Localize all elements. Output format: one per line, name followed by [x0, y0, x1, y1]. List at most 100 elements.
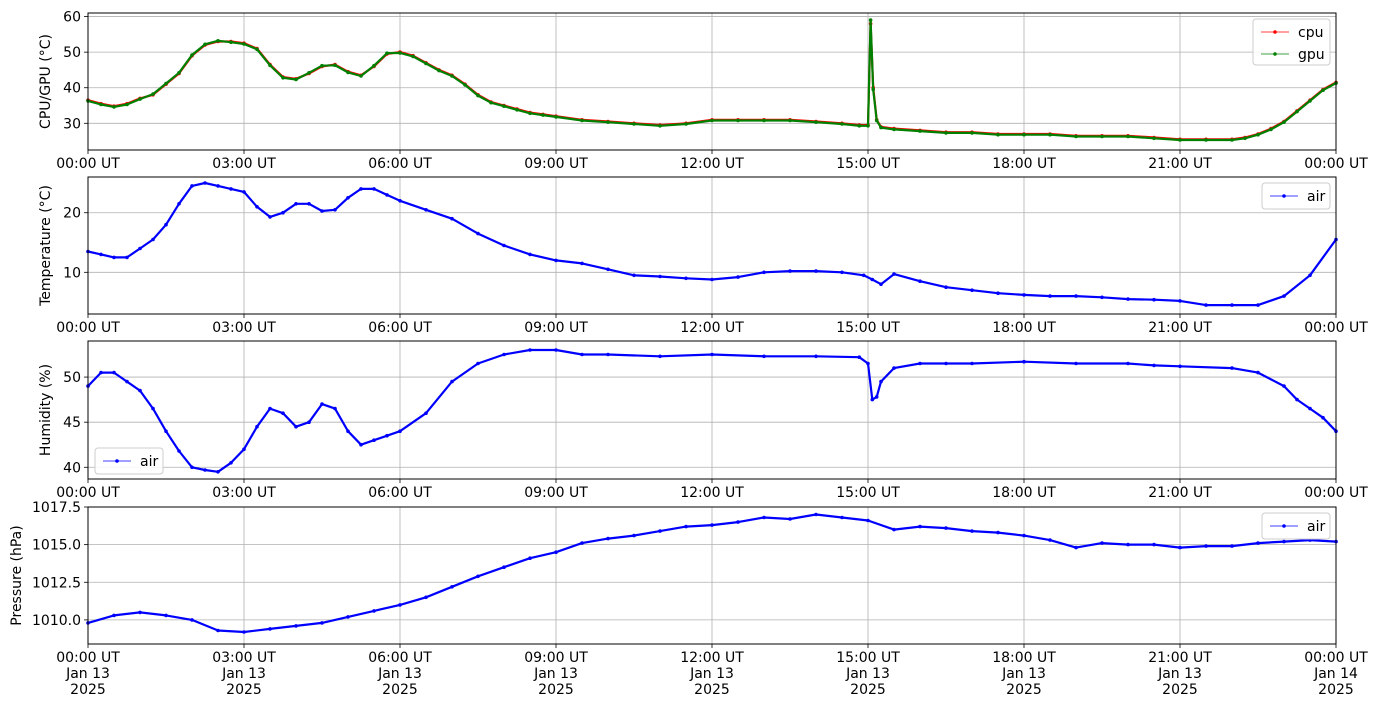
data-point-air: [944, 285, 948, 290]
data-point-gpu: [281, 76, 285, 80]
data-point-air: [359, 442, 363, 447]
data-point-gpu: [320, 63, 324, 68]
data-point-air: [918, 279, 922, 284]
data-point-air: [320, 402, 324, 406]
data-point-gpu: [424, 61, 428, 66]
data-point-air: [892, 527, 896, 532]
data-point-gpu: [112, 105, 116, 109]
data-point-gpu: [177, 71, 181, 75]
data-point-air: [788, 517, 792, 521]
data-point-air: [736, 520, 740, 524]
data-point-gpu: [632, 122, 636, 126]
x-tick-label: 06:00 UT: [368, 156, 432, 172]
x-tick-label: 00:00 UT: [56, 485, 120, 501]
legend: air: [94, 447, 164, 475]
data-point-air: [125, 379, 129, 384]
data-point-air: [1178, 545, 1182, 550]
data-point-gpu: [229, 40, 233, 44]
data-point-gpu: [892, 127, 896, 132]
y-axis-label: Pressure (hPa): [9, 525, 25, 625]
data-point-air: [996, 530, 1000, 535]
data-point-gpu: [866, 124, 870, 128]
data-point-air: [216, 470, 220, 474]
data-point-air: [177, 449, 181, 453]
x-tick-label: 18:00 UT: [992, 485, 1056, 501]
legend: air: [1261, 182, 1331, 210]
data-point-gpu: [255, 47, 259, 52]
data-point-air: [476, 361, 480, 366]
legend-marker-gpu: [1273, 52, 1277, 56]
data-point-air: [320, 209, 324, 213]
data-point-air: [874, 395, 879, 399]
data-point-gpu: [164, 81, 168, 86]
data-point-gpu: [489, 100, 493, 105]
y-axis-label: Temperature (°C): [38, 185, 54, 307]
data-point-air: [372, 187, 376, 191]
y-tick-label: 50: [63, 370, 81, 386]
data-point-air: [814, 512, 818, 517]
data-point-air: [1282, 384, 1286, 388]
legend: cpu gpu: [1252, 18, 1331, 66]
plot-frame: [87, 12, 1337, 151]
data-point-air: [866, 361, 870, 366]
data-point-air: [1074, 361, 1078, 366]
x-tick-label: 00:00 UT: [56, 156, 120, 172]
data-point-air: [528, 252, 532, 257]
data-point-air: [450, 585, 454, 589]
data-point-air: [1048, 294, 1052, 298]
data-point-gpu: [268, 63, 272, 68]
data-point-air: [385, 193, 389, 197]
data-point-air: [229, 461, 233, 465]
data-point-air: [1204, 544, 1208, 548]
data-point-air: [1152, 363, 1156, 368]
data-point-air: [870, 397, 875, 402]
series-line-air: [87, 348, 1337, 473]
data-point-gpu: [359, 74, 363, 78]
data-point-gpu: [1204, 138, 1208, 142]
data-point-air: [398, 199, 402, 203]
data-point-air: [333, 406, 337, 411]
data-point-air: [658, 354, 662, 359]
y-tick-label: 1012.5: [32, 575, 81, 591]
data-point-gpu: [346, 70, 350, 75]
data-point-gpu: [918, 129, 922, 133]
x-tick-label: 00:00 UT Jan 13 2025: [56, 650, 120, 698]
data-point-air: [99, 252, 103, 257]
data-point-air: [580, 352, 584, 357]
data-point-gpu: [580, 118, 584, 123]
data-point-gpu: [502, 104, 506, 108]
x-tick-label: 15:00 UT: [836, 156, 900, 172]
legend: air: [1261, 512, 1331, 540]
data-point-gpu: [476, 93, 480, 98]
data-point-gpu: [1126, 134, 1130, 139]
x-tick-label: 15:00 UT: [836, 320, 900, 336]
data-point-air: [840, 270, 844, 275]
data-point-gpu: [398, 51, 402, 55]
x-tick-label: 12:00 UT: [680, 485, 744, 501]
y-tick-label: 30: [63, 116, 81, 132]
data-point-gpu: [944, 131, 948, 135]
data-point-air: [216, 184, 220, 188]
data-point-air: [294, 202, 298, 206]
data-point-air: [255, 205, 259, 209]
y-tick-label: 1015.0: [32, 538, 81, 554]
data-point-air: [346, 196, 350, 200]
x-tick-label: 09:00 UT: [524, 156, 588, 172]
data-point-air: [918, 361, 922, 366]
data-point-gpu: [1243, 136, 1247, 141]
data-point-gpu: [1230, 138, 1234, 142]
data-point-gpu: [1308, 99, 1312, 103]
data-point-air: [1152, 297, 1156, 302]
data-point-air: [190, 465, 194, 470]
data-point-air: [1295, 397, 1299, 402]
data-point-air: [1256, 541, 1260, 545]
data-point-air: [372, 609, 376, 613]
data-point-gpu: [1022, 132, 1026, 137]
data-point-air: [866, 518, 870, 523]
data-point-gpu: [190, 53, 194, 57]
data-point-air: [281, 411, 285, 416]
y-tick-label: 1010.0: [32, 613, 81, 629]
data-point-air: [151, 237, 155, 242]
x-tick-label: 18:00 UT: [992, 156, 1056, 172]
